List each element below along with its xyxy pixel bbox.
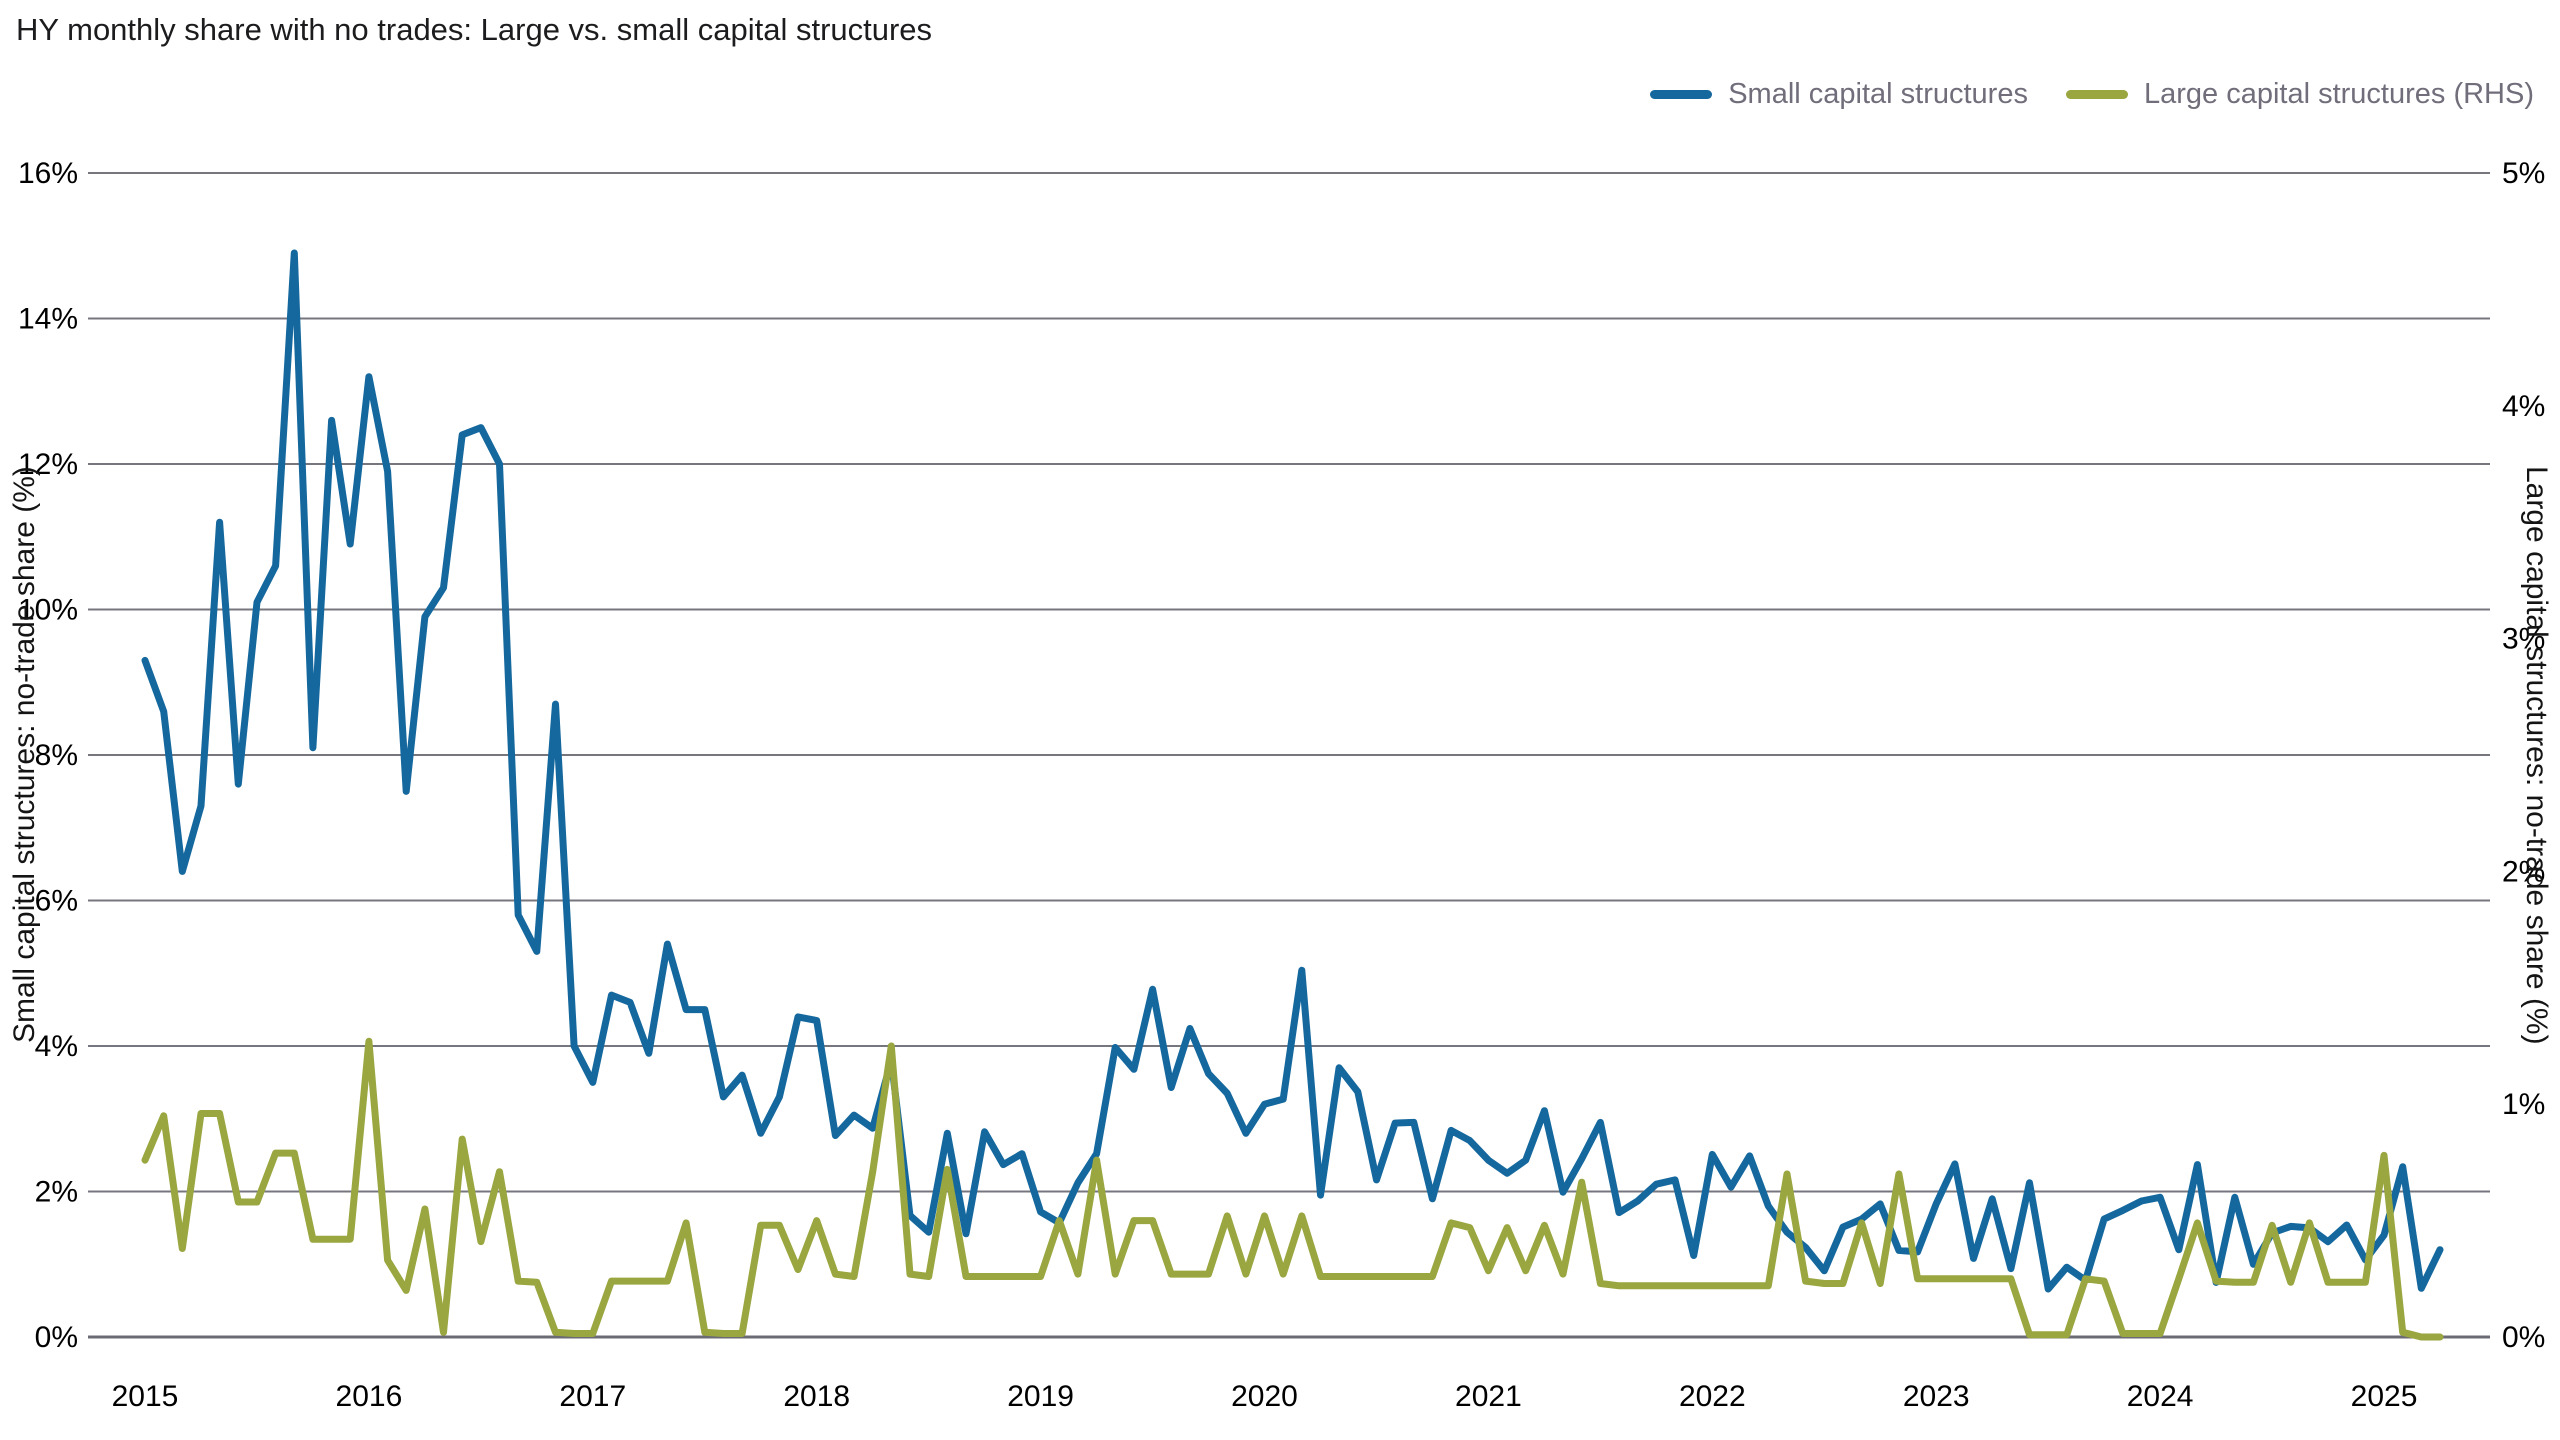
y-tick-label-left: 6% [35, 885, 78, 918]
y-tick-label-left: 4% [35, 1030, 78, 1063]
y-tick-label-left: 14% [18, 303, 78, 336]
x-tick-label: 2025 [2351, 1380, 2418, 1413]
legend-swatch-large-capital-icon [2065, 90, 2128, 99]
y-axis-left-title: Small capital structures: no-trade share… [8, 466, 41, 1044]
x-tick-label: 2018 [783, 1380, 850, 1413]
y-tick-label-left: 8% [35, 739, 78, 772]
y-tick-label-left: 0% [35, 1321, 78, 1354]
y-tick-label-right: 4% [2502, 390, 2545, 423]
y-tick-label-left: 2% [35, 1176, 78, 1209]
legend-label-small-capital: Small capital structures [1728, 78, 2028, 110]
legend-item-large-capital: Large capital structures (RHS) [2065, 78, 2534, 111]
x-tick-label: 2024 [2127, 1380, 2194, 1413]
x-tick-label: 2019 [1007, 1380, 1074, 1413]
y-tick-label-right: 0% [2502, 1321, 2545, 1354]
x-tick-label: 2022 [1679, 1380, 1746, 1413]
y-tick-label-right: 1% [2502, 1088, 2545, 1121]
chart-title: HY monthly share with no trades: Large v… [16, 12, 933, 47]
x-tick-label: 2017 [559, 1380, 626, 1413]
legend: Small capital structures Large capital s… [1650, 78, 2534, 111]
y-axis-right-title: Large capital structures: no-trade share… [2520, 465, 2553, 1045]
y-tick-label-left: 10% [18, 594, 78, 627]
x-tick-label: 2023 [1903, 1380, 1970, 1413]
x-tick-label: 2016 [336, 1380, 403, 1413]
series-line-small-capital-structures [141, 249, 2444, 1293]
y-tick-label-right: 5% [2502, 157, 2545, 190]
x-tick-label: 2020 [1231, 1380, 1298, 1413]
y-tick-label-left: 16% [18, 157, 78, 190]
y-tick-label-right: 2% [2502, 855, 2545, 888]
x-tick-label: 2021 [1455, 1380, 1522, 1413]
y-tick-label-left: 12% [18, 448, 78, 481]
series-line-large-capital-structures-rhs- [141, 1037, 2444, 1341]
legend-label-large-capital: Large capital structures (RHS) [2143, 78, 2534, 110]
legend-item-small-capital: Small capital structures [1650, 78, 2028, 111]
legend-swatch-small-capital-icon [1650, 90, 1713, 99]
x-tick-label: 2015 [112, 1380, 179, 1413]
y-tick-label-right: 3% [2502, 623, 2545, 656]
